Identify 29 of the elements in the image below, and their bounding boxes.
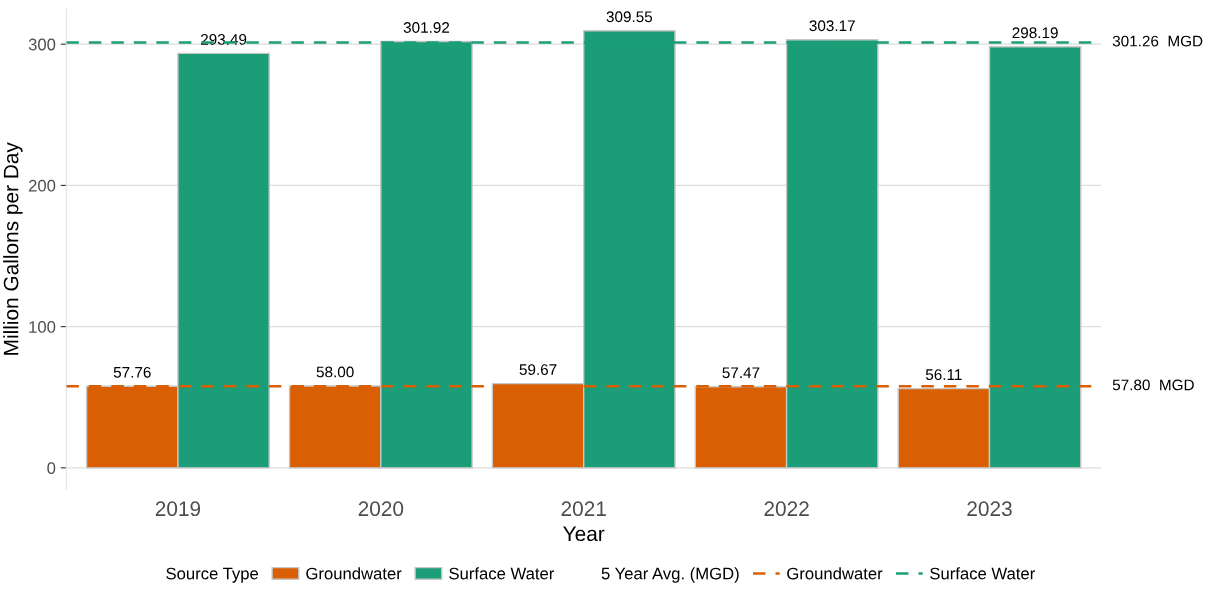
data-label: 309.55 [606, 11, 653, 23]
legend-label: Surface Water [449, 567, 555, 580]
data-label: 56.11 [925, 369, 962, 381]
data-label: 57.47 [722, 367, 760, 379]
x-tick-label: 2023 [967, 501, 1012, 517]
text: Groundwater [787, 567, 883, 580]
x-tick-label: 2019 [155, 501, 201, 517]
legend-label: Groundwater [306, 567, 402, 580]
legend-title: Source Type [166, 567, 259, 583]
y-tick-label: 300 [28, 38, 56, 51]
x-tick-label: 2021 [561, 501, 606, 517]
ref-line-label: 57.80 MGD [1112, 379, 1194, 391]
data-label: 301.92 [403, 22, 450, 33]
data-label: 303.17 [809, 20, 855, 32]
text: 5 Year Avg. (MGD) [601, 567, 739, 583]
text: Surface Water [930, 567, 1035, 580]
data-label: 293.49 [200, 34, 247, 45]
x-tick-label: 2022 [764, 501, 809, 517]
data-label: 57.76 [113, 366, 151, 378]
y-tick-label: 200 [28, 179, 56, 192]
y-tick-label: 0 [47, 462, 56, 475]
data-label: 298.19 [1012, 27, 1058, 39]
y-axis-title: Million Gallons per Day [3, 142, 23, 355]
x-tick-label: 2020 [358, 501, 404, 517]
data-label: 59.67 [519, 364, 557, 375]
ref-line-label: 301.26 MGD [1112, 35, 1203, 47]
x-axis-title: Year [563, 526, 605, 542]
y-tick-label: 100 [29, 321, 56, 333]
data-label: 58.00 [316, 366, 354, 378]
